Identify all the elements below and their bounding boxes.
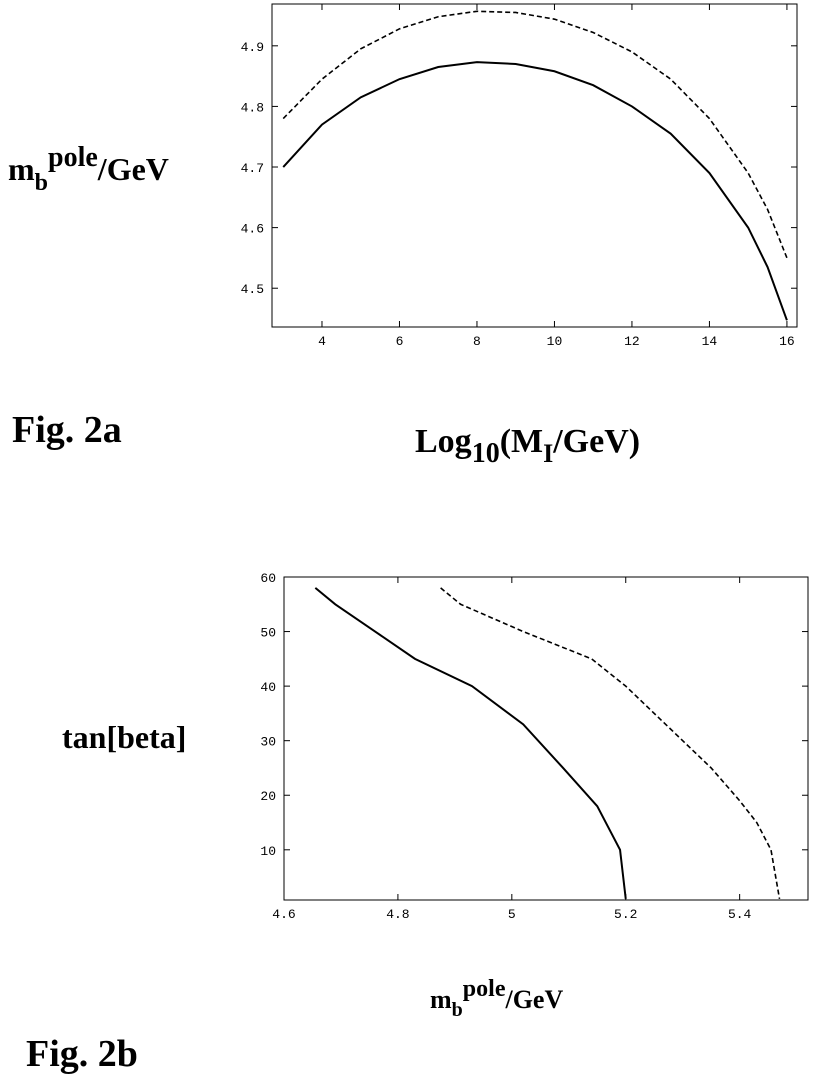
y-tick-label: 4.9 (241, 40, 264, 55)
label-part: m (430, 985, 452, 1014)
x-tick-label: 16 (779, 334, 795, 349)
label-sup: pole (48, 142, 98, 173)
x-tick-label: 4.6 (272, 907, 295, 922)
x-tick-label: 14 (702, 334, 718, 349)
label-sub: I (543, 439, 553, 468)
y-axis-label: tan[beta] (62, 719, 186, 755)
x-tick-label: 5 (508, 907, 516, 922)
y-tick-label: 4.7 (241, 161, 264, 176)
label-part: /GeV (504, 985, 563, 1014)
x-tick-label: 4.8 (386, 907, 409, 922)
label-sub: 10 (472, 438, 500, 469)
y-tick-label: 30 (260, 735, 276, 750)
y-axis-label: mbpole/GeV (8, 142, 169, 196)
label-part: (M (500, 423, 543, 460)
x-tick-label: 12 (624, 334, 640, 349)
caption: Fig. 2a (12, 409, 122, 451)
y-tick-label: 4.6 (241, 222, 264, 237)
label-part: m (8, 151, 35, 187)
x-tick-label: 8 (473, 334, 481, 349)
label-part: /GeV (97, 151, 169, 187)
y-tick-label: 20 (260, 789, 276, 804)
y-tick-label: 40 (260, 680, 276, 695)
plot-frame (283, 576, 809, 901)
x-tick-label: 5.4 (728, 907, 752, 922)
y-tick-label: 4.5 (241, 282, 264, 297)
line-series (282, 61, 788, 321)
x-tick-label: 10 (547, 334, 563, 349)
line-series (282, 10, 788, 259)
x-tick-label: 6 (396, 334, 404, 349)
y-tick-label: 50 (260, 626, 276, 641)
x-axis-label: mbpole/GeV (430, 976, 563, 1021)
label-sup: pole (463, 976, 506, 1002)
line-series (440, 587, 781, 900)
label-part: Log (415, 423, 472, 460)
x-tick-label: 5.2 (614, 907, 637, 922)
y-tick-label: 4.8 (241, 100, 264, 115)
label-sub: b (35, 170, 48, 196)
label-part: /GeV) (552, 423, 640, 460)
caption: Fig. 2b (26, 1033, 138, 1075)
x-axis-label: Log10(MI/GeV) (415, 423, 640, 469)
plot-frame (271, 3, 798, 328)
y-tick-label: 60 (260, 571, 276, 586)
x-tick-label: 4 (318, 334, 326, 349)
label-sub: b (452, 999, 463, 1021)
line-series (314, 587, 627, 900)
y-tick-label: 10 (260, 844, 276, 859)
